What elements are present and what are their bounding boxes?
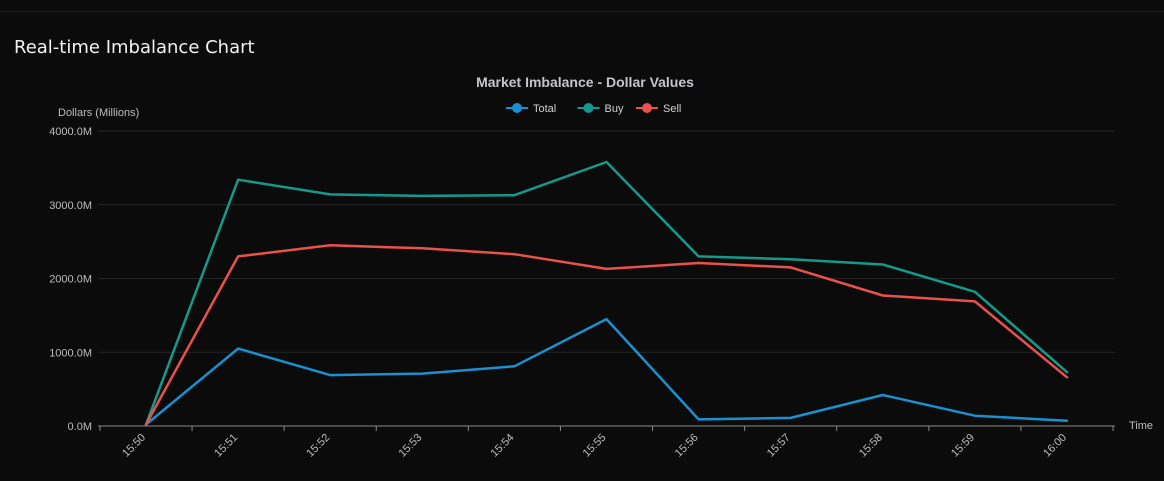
x-tick-label: 15:56 xyxy=(673,432,701,460)
chart-container: Market Imbalance - Dollar Values Dollars… xyxy=(0,60,1164,476)
x-axis-label: Time xyxy=(1129,420,1153,432)
y-tick-label: 3000.0M xyxy=(49,200,92,212)
series-line-buy xyxy=(144,160,1069,426)
grid-lines xyxy=(98,130,1115,427)
series-lines xyxy=(144,160,1069,426)
x-tick-label: 16:00 xyxy=(1041,432,1069,460)
chart-legend: Total Buy Sell xyxy=(506,103,681,115)
x-tick-label: 15:59 xyxy=(949,432,977,460)
x-tick-label: 15:58 xyxy=(857,432,885,460)
x-tick-label: 15:51 xyxy=(212,432,240,460)
x-tick-label: 15:55 xyxy=(581,432,609,460)
y-tick-label: 4000.0M xyxy=(49,126,92,138)
legend-label: Total xyxy=(533,103,556,115)
y-axis-ticks: 0.0M 1000.0M 2000.0M 3000.0M 4000.0M xyxy=(49,126,92,433)
legend-marker xyxy=(642,103,652,113)
series-line-total xyxy=(144,317,1069,426)
legend-label: Sell xyxy=(663,103,681,115)
y-axis-label: Dollars (Millions) xyxy=(58,107,139,119)
x-tick-label: 15:50 xyxy=(120,432,148,460)
legend-marker xyxy=(512,103,522,113)
x-tick-label: 15:57 xyxy=(765,432,793,460)
y-tick-label: 0.0M xyxy=(68,421,92,433)
line-chart: Market Imbalance - Dollar Values Dollars… xyxy=(49,74,1153,460)
x-tick-label: 15:53 xyxy=(396,432,424,460)
y-tick-label: 1000.0M xyxy=(49,347,92,359)
top-bar xyxy=(0,0,1164,12)
x-axis: 15:50 15:51 15:52 15:53 15:54 15:55 15:56 15:57… xyxy=(99,426,1114,460)
page-title: Real-time Imbalance Chart xyxy=(14,37,255,59)
chart-title: Market Imbalance - Dollar Values xyxy=(476,74,694,90)
x-tick-label: 15:54 xyxy=(489,432,517,460)
y-tick-label: 2000.0M xyxy=(49,274,92,286)
legend-label: Buy xyxy=(605,103,624,115)
x-tick-label: 15:52 xyxy=(304,432,332,460)
legend-marker xyxy=(583,103,594,113)
series-line-sell xyxy=(144,244,1069,426)
